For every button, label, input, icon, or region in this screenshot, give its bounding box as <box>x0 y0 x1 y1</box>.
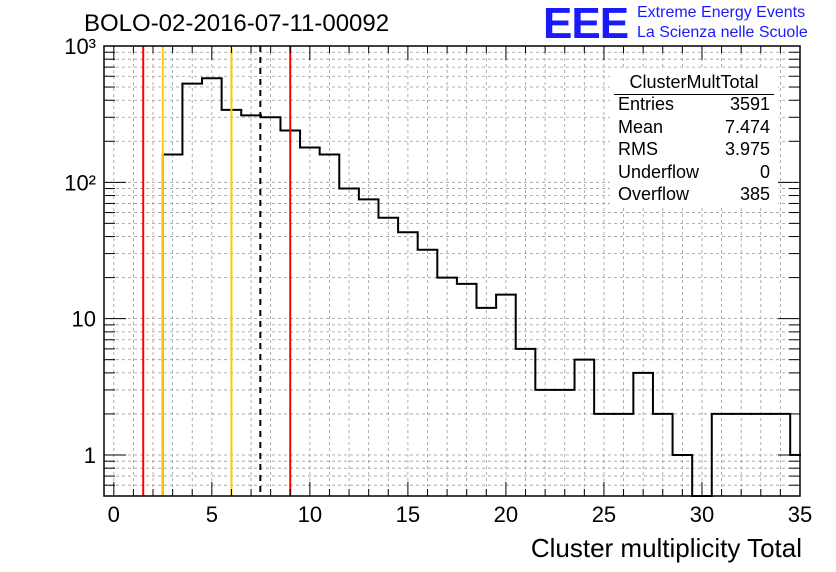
x-tick-label: 5 <box>206 502 218 527</box>
x-tick-label: 25 <box>592 502 616 527</box>
x-tick-label: 15 <box>396 502 420 527</box>
x-tick-label: 20 <box>494 502 518 527</box>
stats-row-underflow: Underflow 0 <box>618 162 770 184</box>
axis-tick-labels: 0 5 10 15 20 25 30 35 1 10 10² 10³ <box>64 34 812 527</box>
stats-key: Entries <box>618 94 675 114</box>
stats-row-entries: Entries 3591 <box>618 94 770 116</box>
y-tick-label: 10² <box>64 170 96 195</box>
stats-row-rms: RMS 3.975 <box>618 139 770 161</box>
y-tick-label: 10 <box>72 307 96 332</box>
y-tick-label: 1 <box>84 443 96 468</box>
x-tick-label: 30 <box>690 502 714 527</box>
stats-value: 0 <box>759 162 770 182</box>
stats-value: 7.474 <box>724 117 770 137</box>
stats-row-overflow: Overflow 385 <box>618 184 770 206</box>
stats-key: Overflow <box>618 184 690 204</box>
stats-box: ClusterMultTotal Entries 3591 Mean 7.474… <box>610 70 778 208</box>
stats-value: 3591 <box>729 94 770 114</box>
stats-divider <box>614 94 774 95</box>
stats-title: ClusterMultTotal <box>629 72 759 92</box>
stats-value: 385 <box>739 184 770 204</box>
plot-frame <box>103 45 801 497</box>
eee-logo: EEE <box>543 0 629 48</box>
stats-key: RMS <box>618 139 658 159</box>
x-tick-label: 10 <box>298 502 322 527</box>
chart-title: BOLO-02-2016-07-11-00092 <box>84 10 390 37</box>
x-tick-label: 0 <box>108 502 120 527</box>
y-tick-label: 10³ <box>64 34 96 59</box>
grid-lines <box>104 45 801 497</box>
logo-line-1: Extreme Energy Events <box>637 4 806 21</box>
stats-row-mean: Mean 7.474 <box>618 117 770 139</box>
stats-key: Underflow <box>618 162 700 182</box>
x-axis-title: Cluster multiplicity Total <box>530 533 802 563</box>
axis-ticks <box>104 46 801 497</box>
marker-lines <box>142 46 292 496</box>
logo-line-2: La Scienza nelle Scuole <box>637 24 808 41</box>
x-tick-label: 35 <box>788 502 812 527</box>
stats-key: Mean <box>618 117 664 137</box>
stats-value: 3.975 <box>724 139 770 159</box>
